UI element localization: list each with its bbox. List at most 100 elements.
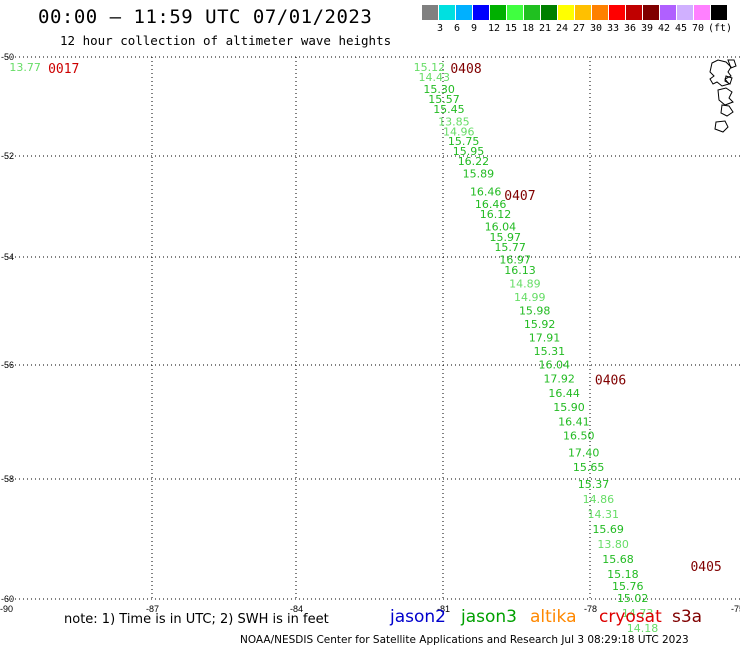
footnote: note: 1) Time is in UTC; 2) SWH is in fe… (64, 612, 329, 627)
time-stamp-label: 0405 (690, 560, 721, 575)
scale-label: 45 (675, 23, 688, 34)
swh-value: 15.68 (602, 553, 634, 566)
swh-value: 17.91 (529, 332, 561, 345)
scale-swatch (558, 5, 574, 20)
swh-value: 15.18 (607, 568, 639, 581)
scale-swatch (439, 5, 455, 20)
scale-swatch (592, 5, 608, 20)
x-tick-label: -75 (731, 604, 740, 614)
scale-swatch (422, 5, 438, 20)
swh-value: 16.41 (558, 415, 590, 428)
swh-value: 16.12 (480, 208, 512, 221)
y-tick-label: -58 (1, 474, 14, 484)
swh-value: 15.37 (578, 478, 610, 491)
coastline-islands (709, 59, 737, 133)
grid-lines (7, 56, 740, 600)
swh-value: 15.65 (573, 461, 605, 474)
time-stamp-label: 0407 (504, 189, 535, 204)
swh-value: 14.89 (509, 278, 541, 291)
swh-value: 15.31 (534, 345, 566, 358)
x-tick-label: -90 (0, 604, 13, 614)
y-tick-label: -56 (1, 360, 14, 370)
time-stamp-label: 0408 (450, 62, 481, 77)
scale-label: 12 (488, 23, 501, 34)
swh-value: 16.04 (485, 221, 517, 234)
mission-jason3: jason3 (461, 607, 517, 627)
scale-swatch (626, 5, 642, 20)
scale-swatch (643, 5, 659, 20)
swh-value: 17.40 (568, 447, 600, 460)
time-stamps: 0017 0408 0407 0406 0405 (48, 62, 722, 575)
swh-value: 16.50 (563, 430, 595, 443)
scale-label: 6 (454, 23, 461, 34)
swh-value: 16.44 (548, 387, 580, 400)
scale-swatch (456, 5, 472, 20)
swh-value: 15.77 (494, 241, 526, 254)
swh-value: 15.30 (423, 83, 455, 96)
scale-label: 15 (505, 23, 518, 34)
scale-swatch (473, 5, 489, 20)
swh-value: 15.92 (524, 318, 556, 331)
scale-label: 27 (573, 23, 586, 34)
x-tick-label: -87 (146, 604, 159, 614)
coastline-island (709, 59, 732, 87)
swh-value: 15.97 (490, 231, 522, 244)
scale-swatch (541, 5, 557, 20)
swh-value: 16.97 (499, 253, 530, 266)
scale-label: 70 (692, 23, 705, 34)
swh-value: 14.86 (583, 493, 615, 506)
swh-value: 16.46 (470, 185, 502, 198)
swh-value: 14.96 (443, 125, 475, 138)
coastline-island (720, 104, 734, 117)
swh-value: 14.43 (419, 71, 451, 84)
swh-value: 15.12 (414, 61, 446, 74)
swh-value: 15.89 (463, 168, 495, 181)
tick-labels: -90 -87 -84 -81 -78 -75 -50 -52 -54 -56 -58 -60 (0, 52, 740, 614)
scale-label: 33 (607, 23, 620, 34)
scale-swatch (490, 5, 506, 20)
swh-value: 15.02 (617, 592, 649, 605)
scale-label: 21 (539, 23, 552, 34)
scale-swatch (677, 5, 693, 20)
scale-swatch (507, 5, 523, 20)
mission-cryosat: cryosat (599, 607, 662, 627)
scale-swatch (524, 5, 540, 20)
swh-value: 14.73 (622, 607, 654, 620)
swh-value: 17.92 (543, 373, 575, 386)
time-stamp-label: 0406 (595, 374, 626, 389)
scale-swatch (660, 5, 676, 20)
scale-swatch (575, 5, 591, 20)
swh-value: 15.95 (453, 145, 485, 158)
y-tick-label: -54 (1, 252, 14, 262)
scale-unit-label: (ft) (708, 23, 733, 34)
mission-s3a: s3a (672, 607, 703, 627)
y-tick-label: -52 (1, 151, 14, 161)
coastline-island (717, 87, 734, 106)
swh-value: 15.45 (433, 103, 465, 116)
y-tick-label: -50 (1, 52, 14, 62)
swh-value: 16.46 (475, 198, 507, 211)
scale-swatch (694, 5, 710, 20)
swh-value: 15.76 (612, 580, 644, 593)
mission-altika: altika (530, 607, 577, 627)
scale-label: 42 (658, 23, 671, 34)
swh-value: 15.69 (592, 523, 624, 536)
swh-value: 16.13 (504, 264, 536, 277)
scale-swatch (711, 5, 727, 20)
swh-value: 14.99 (514, 291, 546, 304)
mission-jason2: jason2 (390, 607, 446, 627)
swh-value: 16.22 (458, 155, 490, 168)
scale-label: 24 (556, 23, 569, 34)
scale-label: 9 (471, 23, 478, 34)
swh-value: 13.77 (9, 61, 41, 74)
y-tick-label: -60 (1, 594, 14, 604)
swh-value: 15.90 (553, 401, 585, 414)
map-subtitle: 12 hour collection of altimeter wave hei… (60, 33, 392, 48)
swh-value: 15.75 (448, 135, 480, 148)
swh-value: 13.80 (597, 538, 629, 551)
swh-value: 13.85 (438, 115, 470, 128)
swh-value: 16.04 (539, 359, 571, 372)
swh-value: 15.57 (428, 93, 460, 106)
swh-value: 15.98 (519, 305, 551, 318)
